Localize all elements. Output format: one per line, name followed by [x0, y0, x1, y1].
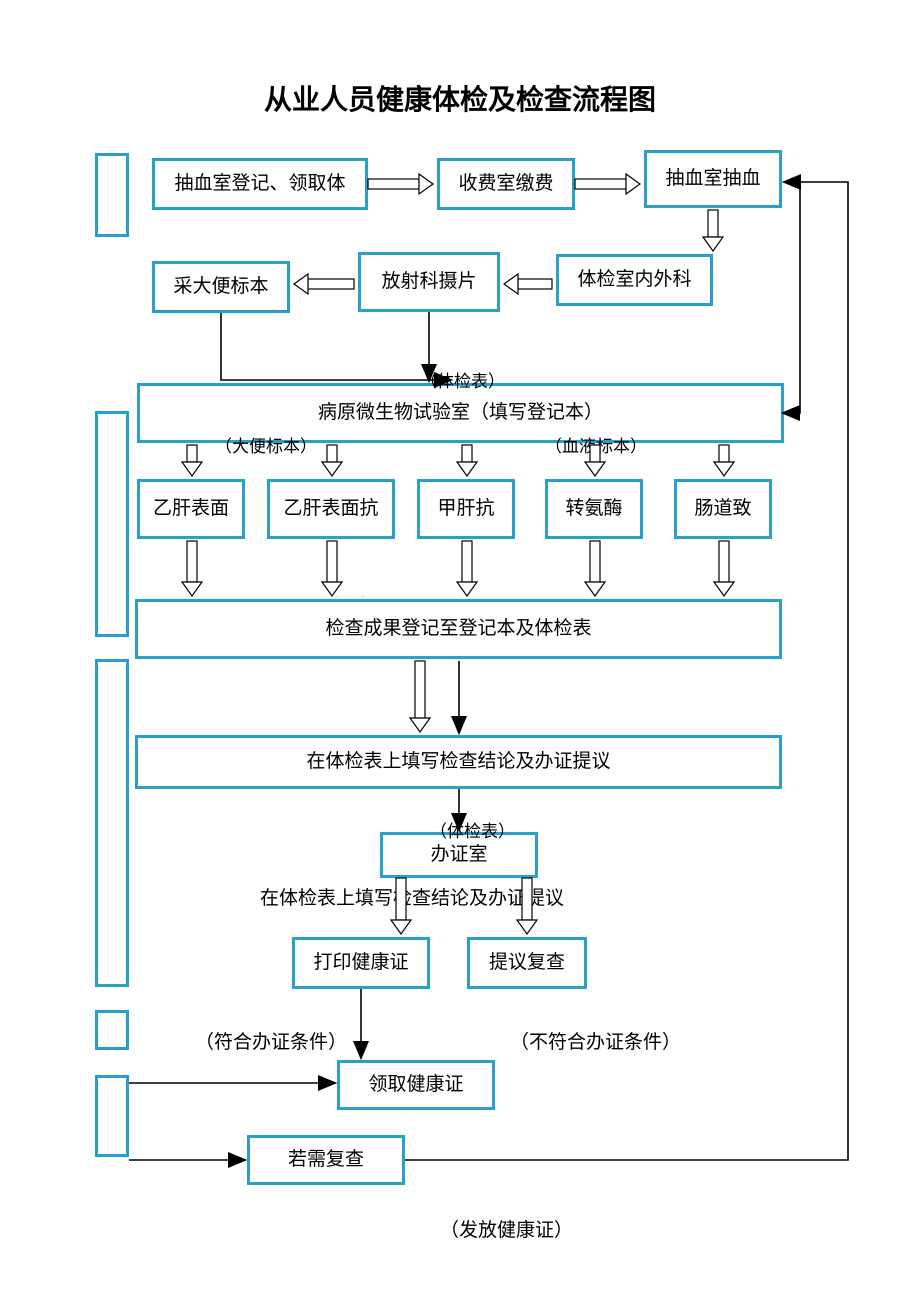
box-enzyme: 转氨酶 — [545, 479, 643, 539]
side-box-4 — [95, 1010, 129, 1050]
box-ifrecheck: 若需复查 — [247, 1135, 405, 1185]
box-hbv1: 乙肝表面 — [137, 479, 245, 539]
box-record: 检查成果登记至登记本及体检表 — [135, 599, 782, 659]
box-register: 抽血室登记、领取体 — [152, 158, 368, 210]
box-conclusion: 在体检表上填写检查结论及办证提议 — [135, 735, 782, 789]
box-receive: 领取健康证 — [337, 1060, 495, 1110]
box-intest: 肠道致 — [674, 479, 772, 539]
box-hav: 甲肝抗 — [417, 479, 515, 539]
box-recheck: 提议复查 — [467, 937, 587, 989]
lbl-bufuhe: （不符合办证条件） — [510, 1027, 681, 1054]
lbl-xueye: （血液标本） — [545, 432, 647, 457]
box-hbv2: 乙肝表面抗 — [267, 479, 395, 539]
side-box-3 — [95, 659, 129, 987]
box-blood: 抽血室抽血 — [644, 150, 782, 208]
box-xray: 放射科摄片 — [358, 252, 500, 312]
lbl-dabian: （大便标本） — [215, 432, 317, 457]
side-box-1 — [95, 153, 129, 237]
box-exam: 体检室内外科 — [556, 254, 713, 306]
lbl-fuhe: （符合办证条件） — [195, 1027, 347, 1054]
lbl-fafang: （发放健康证） — [440, 1215, 573, 1242]
side-box-2 — [95, 411, 129, 637]
lbl-tijianbi2: （体检表） — [430, 817, 515, 842]
side-box-5 — [95, 1075, 129, 1157]
box-stool: 采大便标本 — [152, 261, 290, 313]
lbl-tijianbi: （体检表） — [420, 367, 505, 392]
page-title: 从业人员健康体检及检查流程图 — [0, 78, 920, 118]
lbl-text-below: 在体检表上填写检查结论及办证提议 — [260, 883, 564, 910]
box-print: 打印健康证 — [292, 937, 430, 989]
box-fee: 收费室缴费 — [437, 158, 575, 210]
